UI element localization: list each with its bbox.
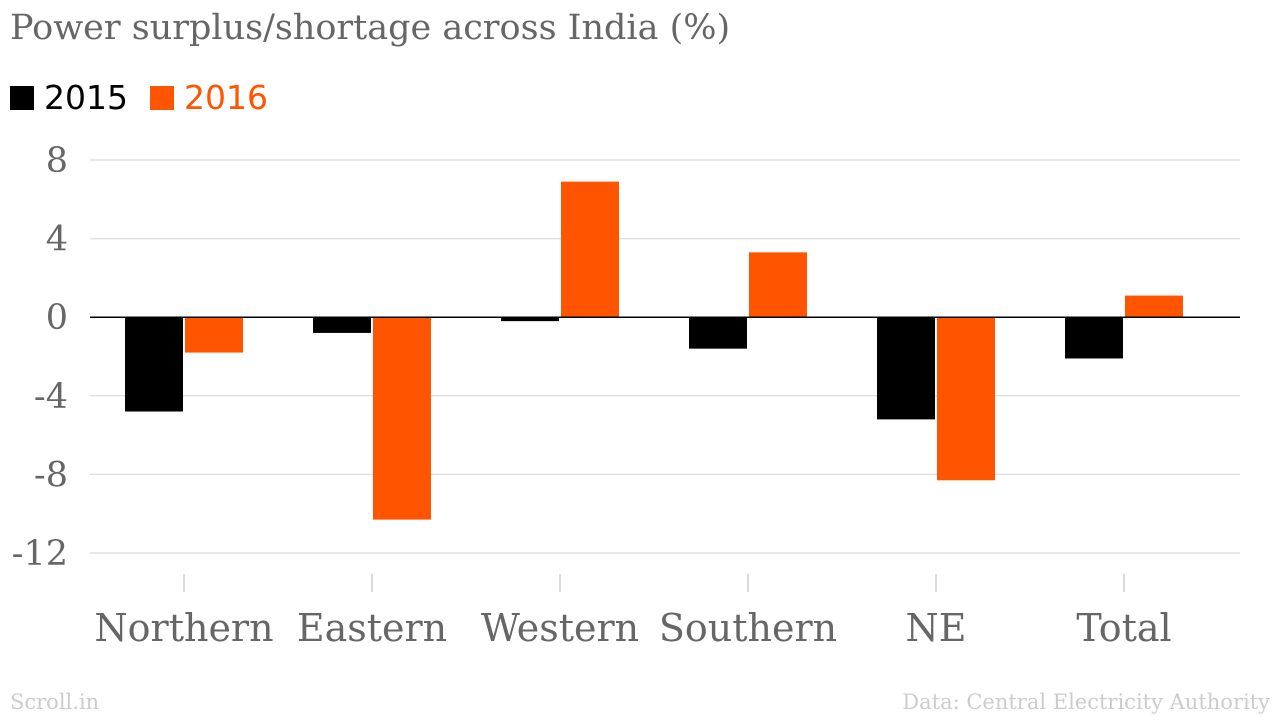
- legend-label-2015: 2015: [44, 78, 128, 117]
- bar-2015-northern: [125, 317, 183, 412]
- legend-item-2016: 2016: [149, 78, 268, 117]
- footer-source-left: Scroll.in: [10, 690, 100, 714]
- x-tick-label: NE: [906, 606, 967, 650]
- bar-2016-northern: [185, 317, 243, 353]
- bar-2016-eastern: [373, 317, 431, 520]
- x-tick-label: Northern: [94, 606, 273, 650]
- bar-chart: 8 4 0 -4 -8 -12 Northern Eastern Western Southern…: [12, 141, 1240, 650]
- x-tick-label: Eastern: [297, 606, 447, 650]
- legend-item-2015: 2015: [10, 78, 128, 117]
- y-tick-label: 8: [46, 141, 68, 181]
- bar-2015-ne: [877, 317, 935, 420]
- legend-swatch-2016: [149, 85, 174, 110]
- x-tick-label: Total: [1076, 606, 1171, 650]
- legend-label-2016: 2016: [183, 78, 268, 117]
- y-tick-label: -8: [34, 455, 68, 495]
- x-tick-label: Western: [481, 606, 639, 650]
- bar-2016-total: [1125, 295, 1183, 318]
- bar-2015-western: [501, 317, 559, 322]
- y-tick-label: 0: [46, 298, 68, 338]
- chart-title: Power surplus/shortage across India (%): [10, 8, 731, 48]
- bar-2016-western: [561, 181, 619, 318]
- bar-2015-eastern: [313, 317, 371, 333]
- legend: 2015 2016: [10, 78, 290, 117]
- y-tick-label: -4: [34, 377, 68, 417]
- bar-2015-total: [1065, 317, 1123, 359]
- bar-2016-ne: [937, 317, 995, 481]
- y-tick-label: 4: [46, 220, 68, 260]
- legend-swatch-2015: [10, 85, 34, 110]
- y-tick-label: -12: [12, 534, 68, 574]
- bar-2016-southern: [749, 252, 807, 318]
- footer-source-right: Data: Central Electricity Authority: [902, 690, 1270, 714]
- x-tick-label: Southern: [659, 606, 837, 650]
- bar-2015-southern: [689, 317, 747, 349]
